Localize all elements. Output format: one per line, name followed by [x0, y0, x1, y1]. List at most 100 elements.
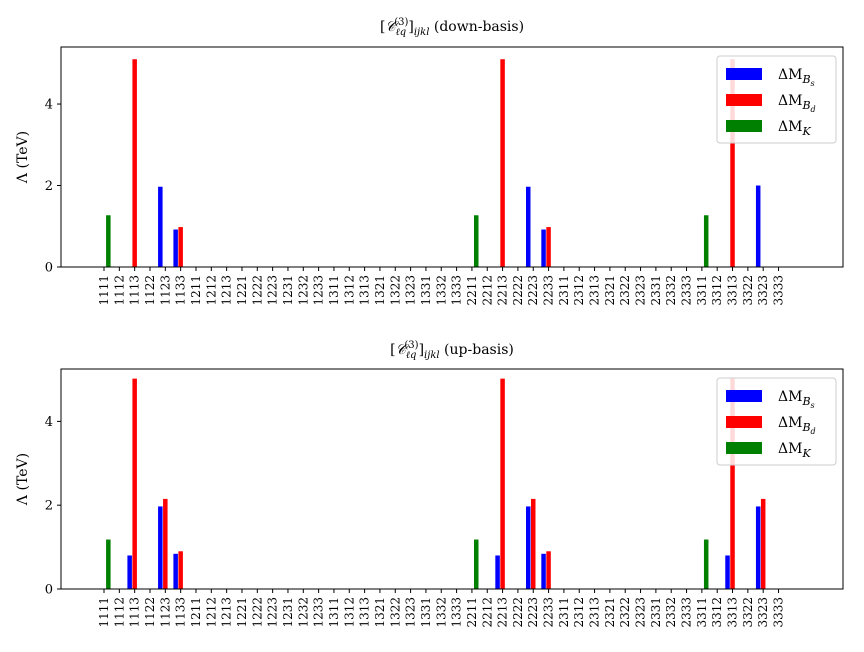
x-tick-label: 1232: [296, 275, 310, 306]
bar: [474, 215, 479, 267]
x-tick-label: 1323: [404, 275, 418, 306]
x-tick-label: 1311: [327, 597, 341, 628]
chart-title: [𝒞ℓq(3)]ijkl (up-basis): [390, 340, 514, 361]
x-tick-label: 1321: [373, 275, 387, 306]
x-tick-label: 3312: [710, 597, 724, 628]
x-tick-label: 1233: [312, 597, 326, 628]
bar: [500, 378, 505, 589]
legend-label: ΔMK: [778, 119, 811, 138]
x-tick-label: 2211: [465, 275, 479, 306]
bar: [546, 551, 551, 589]
x-tick-label: 2213: [496, 275, 510, 306]
legend-label: ΔMBd: [778, 93, 816, 114]
bar: [127, 555, 132, 589]
x-tick-label: 1332: [434, 275, 448, 306]
x-tick-label: 1311: [327, 275, 341, 306]
x-tick-label: 2332: [664, 275, 678, 306]
x-tick-label: 1211: [189, 275, 203, 306]
x-tick-label: 2233: [542, 597, 556, 628]
x-tick-label: 2331: [649, 597, 663, 628]
x-tick-label: 1112: [112, 275, 126, 306]
bar: [500, 59, 505, 267]
x-tick-label: 1333: [450, 597, 464, 628]
bar: [755, 185, 761, 267]
x-tick-label: 3313: [726, 275, 740, 306]
x-tick-label: 3311: [695, 275, 709, 306]
x-tick-label: 2313: [588, 597, 602, 628]
x-tick-label: 1213: [220, 275, 234, 306]
legend-label: ΔMBs: [778, 67, 815, 88]
bar: [495, 555, 500, 589]
x-tick-label: 1111: [97, 275, 111, 306]
x-tick-label: 1122: [143, 597, 157, 628]
x-tick-label: 2222: [511, 597, 525, 628]
y-axis-label: Λ (TeV): [15, 131, 31, 184]
bar: [106, 539, 111, 589]
x-tick-label: 1233: [312, 275, 326, 306]
bar: [730, 378, 735, 589]
x-tick-label: 1313: [358, 275, 372, 306]
x-tick-label: 1133: [174, 597, 188, 628]
x-tick-label: 2222: [511, 275, 525, 306]
x-tick-label: 1113: [128, 597, 142, 628]
x-tick-label: 2321: [603, 597, 617, 628]
x-tick-label: 1123: [158, 597, 172, 628]
x-tick-label: 1111: [97, 597, 111, 628]
plot-frame: [60, 46, 844, 268]
x-tick-label: 1222: [250, 275, 264, 306]
x-tick-label: 2311: [557, 275, 571, 306]
x-tick-label: 1312: [342, 275, 356, 306]
x-tick-label: 1231: [281, 275, 295, 306]
legend-swatch: [726, 416, 762, 428]
bar: [725, 555, 730, 589]
x-tick-label: 1223: [266, 275, 280, 306]
x-tick-label: 1223: [266, 597, 280, 628]
x-tick-label: 1313: [358, 597, 372, 628]
x-tick-label: 1222: [250, 597, 264, 628]
x-tick-label: 1312: [342, 597, 356, 628]
x-tick-label: 2223: [526, 597, 540, 628]
x-tick-label: 1213: [220, 597, 234, 628]
x-tick-label: 3311: [695, 597, 709, 628]
bar: [178, 551, 183, 589]
legend-label: ΔMBs: [778, 389, 815, 410]
x-tick-label: 2223: [526, 275, 540, 306]
bar: [541, 229, 546, 267]
bar: [132, 378, 137, 589]
x-tick-label: 2321: [603, 275, 617, 306]
x-tick-label: 1112: [112, 597, 126, 628]
bar: [178, 227, 183, 267]
x-tick-label: 2312: [572, 597, 586, 628]
x-tick-label: 1323: [404, 597, 418, 628]
x-tick-label: 2311: [557, 597, 571, 628]
x-tick-label: 2333: [680, 275, 694, 306]
y-axis-label: Λ (TeV): [15, 453, 31, 506]
x-tick-label: 2322: [618, 275, 632, 306]
plot-frame: [60, 368, 844, 590]
x-tick-label: 1333: [450, 275, 464, 306]
bar: [760, 498, 766, 589]
legend-swatch: [726, 94, 762, 106]
bar: [106, 215, 111, 267]
legend-label: ΔMK: [778, 441, 811, 460]
x-tick-label: 2332: [664, 597, 678, 628]
x-tick-label: 1231: [281, 597, 295, 628]
bar: [525, 506, 531, 589]
x-tick-label: 2313: [588, 275, 602, 306]
bar: [158, 506, 163, 589]
legend-swatch: [726, 442, 762, 454]
x-tick-label: 1133: [174, 275, 188, 306]
x-tick-label: 1212: [204, 597, 218, 628]
x-tick-label: 3313: [726, 597, 740, 628]
bar: [703, 215, 709, 267]
x-tick-label: 1211: [189, 597, 203, 628]
y-tick-label: 0: [45, 261, 53, 276]
x-tick-label: 2331: [649, 275, 663, 306]
legend: ΔMBs ΔMBd ΔMK: [716, 377, 837, 466]
x-tick-label: 2333: [680, 597, 694, 628]
y-tick-label: 4: [45, 415, 53, 430]
bar: [525, 186, 531, 267]
